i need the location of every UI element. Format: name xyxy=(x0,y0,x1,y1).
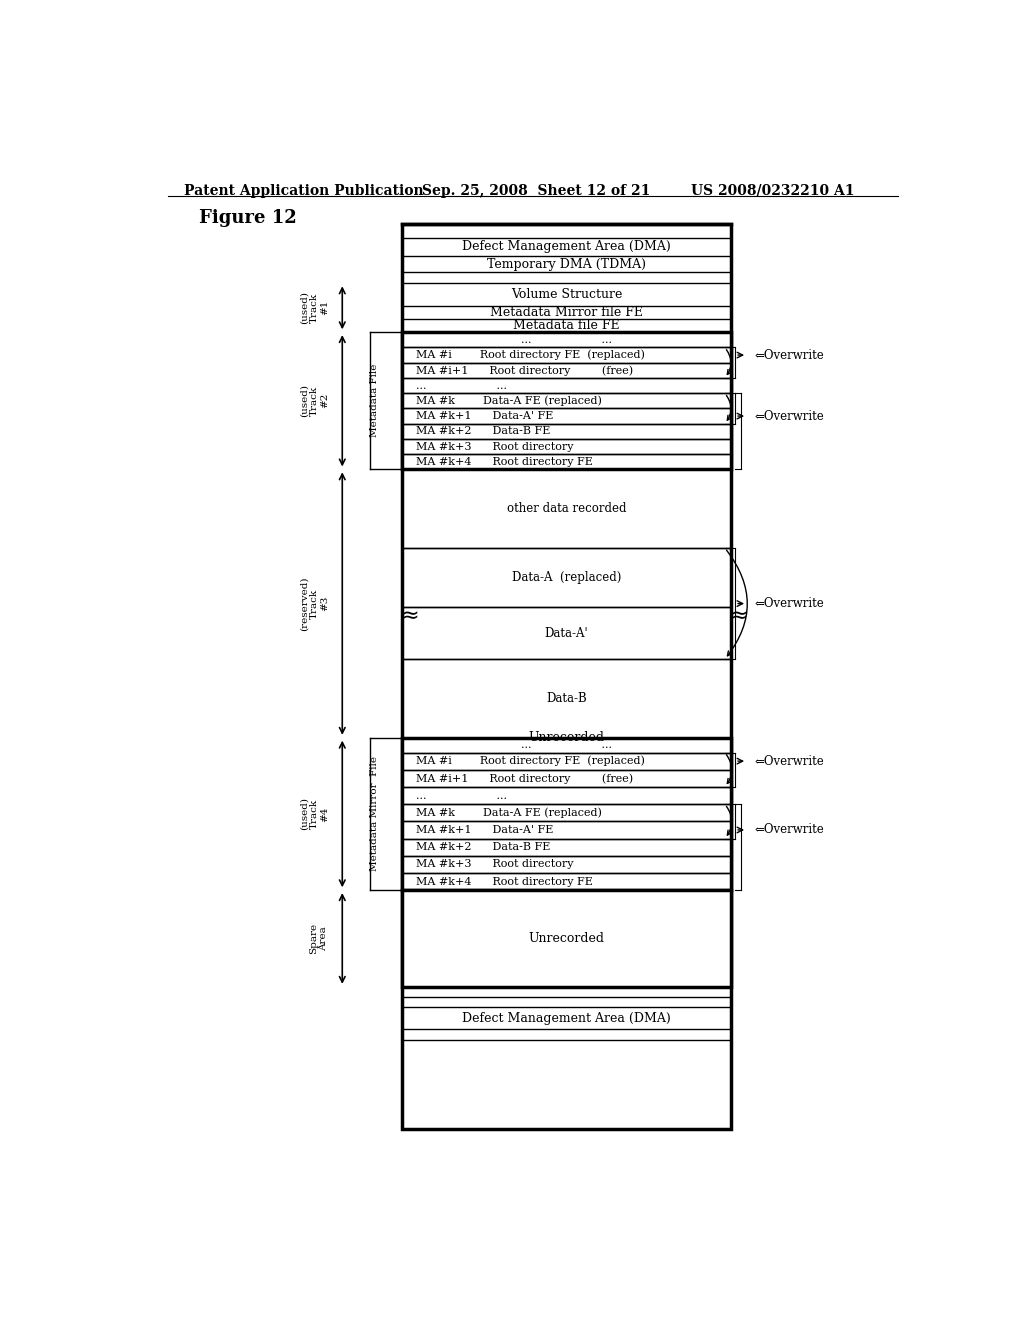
Text: (used)
Track
#2: (used) Track #2 xyxy=(300,384,330,417)
Text: Unrecorded: Unrecorded xyxy=(528,731,604,744)
Text: ...                    ...: ... ... xyxy=(521,335,612,345)
Text: Data-A  (replaced): Data-A (replaced) xyxy=(512,572,622,583)
Text: ≈: ≈ xyxy=(400,606,419,626)
Text: ...                    ...: ... ... xyxy=(416,791,507,800)
Text: Metadata Mirror  File: Metadata Mirror File xyxy=(370,756,379,871)
Text: MA #k+2      Data-B FE: MA #k+2 Data-B FE xyxy=(416,842,551,853)
Text: MA #k+3      Root directory: MA #k+3 Root directory xyxy=(416,859,573,870)
FancyArrowPatch shape xyxy=(726,755,732,784)
Text: Figure 12: Figure 12 xyxy=(200,210,297,227)
Text: other data recorded: other data recorded xyxy=(507,502,627,515)
Text: MA #k        Data-A FE (replaced): MA #k Data-A FE (replaced) xyxy=(416,396,602,407)
Text: Defect Management Area (DMA): Defect Management Area (DMA) xyxy=(462,1011,671,1024)
FancyArrowPatch shape xyxy=(726,396,732,420)
Text: Data-A': Data-A' xyxy=(545,627,588,639)
Text: ⇐Overwrite: ⇐Overwrite xyxy=(755,824,824,837)
Text: MA #i        Root directory FE  (replaced): MA #i Root directory FE (replaced) xyxy=(416,756,645,767)
Text: Defect Management Area (DMA): Defect Management Area (DMA) xyxy=(462,240,671,253)
Text: MA #k+1      Data-A' FE: MA #k+1 Data-A' FE xyxy=(416,411,553,421)
Text: MA #k        Data-A FE (replaced): MA #k Data-A FE (replaced) xyxy=(416,808,602,818)
Text: MA #k+3      Root directory: MA #k+3 Root directory xyxy=(416,442,573,451)
Text: ⇐Overwrite: ⇐Overwrite xyxy=(755,409,824,422)
FancyArrowPatch shape xyxy=(726,807,732,836)
Text: ⇐Overwrite: ⇐Overwrite xyxy=(755,348,824,362)
Text: Metadata file FE: Metadata file FE xyxy=(513,319,620,333)
FancyArrowPatch shape xyxy=(726,350,732,375)
Text: Patent Application Publication: Patent Application Publication xyxy=(183,183,423,198)
Text: (used)
Track
#1: (used) Track #1 xyxy=(300,292,330,325)
Text: ...                    ...: ... ... xyxy=(521,741,612,750)
Bar xyxy=(401,890,731,987)
Bar xyxy=(401,333,731,470)
Text: MA #i        Root directory FE  (replaced): MA #i Root directory FE (replaced) xyxy=(416,350,645,360)
Text: MA #i+1      Root directory         (free): MA #i+1 Root directory (free) xyxy=(416,366,633,376)
Text: Data-B: Data-B xyxy=(546,692,587,705)
Bar xyxy=(401,224,731,1129)
Text: MA #k+4      Root directory FE: MA #k+4 Root directory FE xyxy=(416,876,593,887)
Text: Metadata Mirror file FE: Metadata Mirror file FE xyxy=(489,306,643,319)
Text: Temporary DMA (TDMA): Temporary DMA (TDMA) xyxy=(487,257,646,271)
Text: ⇐Overwrite: ⇐Overwrite xyxy=(755,755,824,768)
Text: Metadata File: Metadata File xyxy=(370,364,379,437)
Text: Spare
Area: Spare Area xyxy=(309,923,328,954)
Bar xyxy=(401,738,731,890)
Text: ≈: ≈ xyxy=(730,606,749,626)
Text: MA #k+2      Data-B FE: MA #k+2 Data-B FE xyxy=(416,426,551,437)
Text: MA #k+1      Data-A' FE: MA #k+1 Data-A' FE xyxy=(416,825,553,836)
Text: (used)
Track
#4: (used) Track #4 xyxy=(300,797,330,830)
Text: ⇐Overwrite: ⇐Overwrite xyxy=(755,597,824,610)
FancyArrowPatch shape xyxy=(726,550,748,656)
Text: (reserved)
Track
#3: (reserved) Track #3 xyxy=(300,577,330,631)
Text: MA #i+1      Root directory         (free): MA #i+1 Root directory (free) xyxy=(416,774,633,784)
Text: Sep. 25, 2008  Sheet 12 of 21: Sep. 25, 2008 Sheet 12 of 21 xyxy=(422,183,650,198)
Text: US 2008/0232210 A1: US 2008/0232210 A1 xyxy=(691,183,855,198)
Text: ...                    ...: ... ... xyxy=(416,380,507,391)
Text: MA #k+4      Root directory FE: MA #k+4 Root directory FE xyxy=(416,457,593,467)
Text: Unrecorded: Unrecorded xyxy=(528,932,604,945)
Text: Volume Structure: Volume Structure xyxy=(511,288,623,301)
